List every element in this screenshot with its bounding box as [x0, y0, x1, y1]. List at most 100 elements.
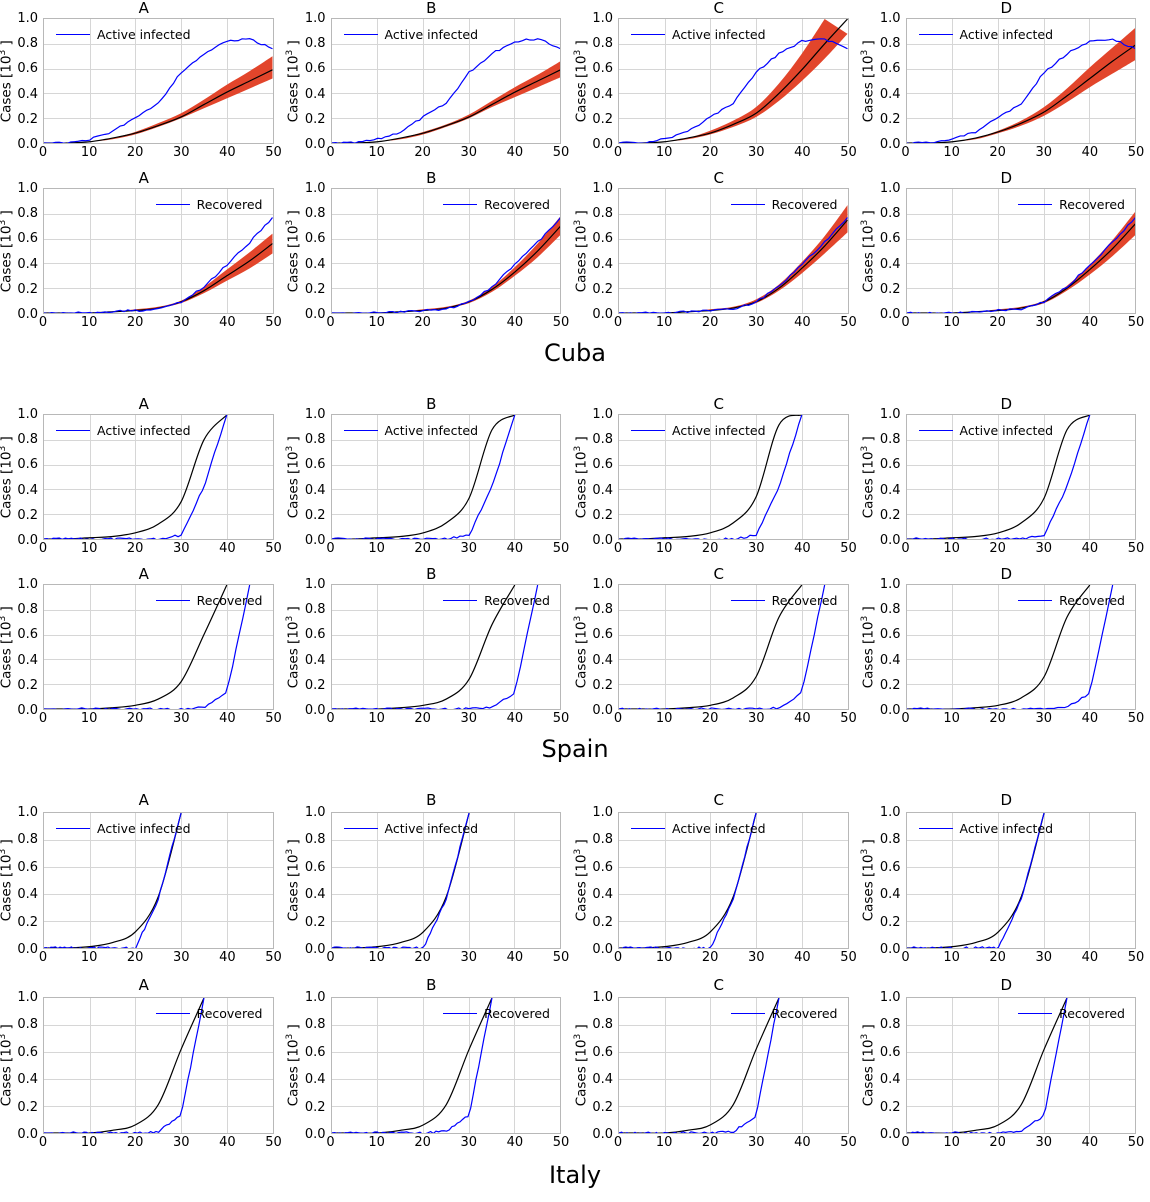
y-tick: 0.2	[292, 916, 326, 929]
y-tick: 0.2	[292, 283, 326, 296]
x-tick: 50	[553, 1136, 570, 1149]
y-tick: 0.4	[867, 484, 901, 497]
model-median-line	[332, 813, 469, 948]
x-tick: 0	[39, 712, 47, 725]
x-tick: 50	[265, 146, 282, 159]
y-tick: 0.8	[4, 433, 38, 446]
x-tick: 30	[1036, 951, 1053, 964]
y-tick: 0.2	[4, 679, 38, 692]
y-tick: 0.0	[867, 943, 901, 956]
y-tick: 0.0	[292, 1128, 326, 1141]
model-median-line	[619, 220, 848, 313]
panel-plot	[907, 585, 1136, 709]
x-tick: 50	[553, 712, 570, 725]
y-tick: 0.0	[867, 1128, 901, 1141]
x-tick: 30	[461, 146, 478, 159]
y-tick: 0.8	[579, 603, 613, 616]
x-tick: 10	[81, 316, 98, 329]
x-tick: 20	[702, 712, 719, 725]
uncertainty-band	[44, 234, 273, 313]
model-median-line	[907, 813, 1044, 948]
panel-plot	[907, 19, 1136, 143]
x-tick: 10	[368, 712, 385, 725]
x-tick: 50	[1128, 542, 1145, 555]
model-median-line	[619, 998, 779, 1133]
y-tick: 0.0	[579, 943, 613, 956]
x-tick: 30	[748, 951, 765, 964]
x-tick: 10	[943, 542, 960, 555]
panel-title: A	[0, 0, 288, 17]
block-spacer	[0, 380, 1150, 396]
panel-plot	[619, 19, 848, 143]
y-tick: 0.4	[4, 888, 38, 901]
y-tick: 0.6	[579, 458, 613, 471]
x-tick: 0	[901, 951, 909, 964]
plot-axes: Recovered	[618, 188, 849, 314]
x-tick: 0	[39, 146, 47, 159]
y-tick: 0.2	[579, 679, 613, 692]
y-tick: 0.0	[4, 943, 38, 956]
x-tick: 30	[748, 1136, 765, 1149]
y-tick: 0.2	[4, 283, 38, 296]
y-tick: 0.2	[867, 283, 901, 296]
y-tick: 1.0	[579, 182, 613, 195]
x-tick: 40	[219, 542, 236, 555]
y-tick: 0.4	[4, 88, 38, 101]
plot-axes: Recovered	[618, 584, 849, 710]
x-tick: 40	[507, 542, 524, 555]
y-tick: 0.8	[579, 37, 613, 50]
y-tick: 0.4	[292, 484, 326, 497]
y-tick: 0.0	[292, 534, 326, 547]
y-tick: 0.6	[867, 232, 901, 245]
y-tick: 0.2	[4, 113, 38, 126]
y-tick: 1.0	[292, 12, 326, 25]
x-tick: 30	[173, 146, 190, 159]
x-tick: 0	[326, 712, 334, 725]
block-spacer	[0, 1188, 1150, 1202]
y-tick: 1.0	[867, 806, 901, 819]
y-tick: 0.0	[292, 138, 326, 151]
panel-plot	[44, 189, 273, 313]
y-tick: 0.4	[579, 258, 613, 271]
y-tick: 0.4	[579, 888, 613, 901]
y-tick: 0.8	[4, 1018, 38, 1031]
x-tick: 20	[414, 316, 431, 329]
x-tick: 20	[127, 316, 144, 329]
x-tick: 40	[794, 712, 811, 725]
x-tick: 30	[748, 146, 765, 159]
y-tick: 0.4	[579, 484, 613, 497]
plot-axes: Active infected	[906, 18, 1137, 144]
x-tick: 10	[368, 316, 385, 329]
x-tick: 0	[39, 1136, 47, 1149]
y-tick: 1.0	[867, 12, 901, 25]
y-tick: 0.4	[4, 258, 38, 271]
plot-axes: Recovered	[331, 188, 562, 314]
panel-plot	[332, 189, 561, 313]
y-tick: 1.0	[579, 991, 613, 1004]
y-tick: 0.0	[4, 1128, 38, 1141]
x-tick: 10	[81, 146, 98, 159]
x-tick: 0	[614, 146, 622, 159]
plot-axes: Active infected	[43, 812, 274, 949]
panel-title: B	[288, 0, 576, 17]
y-tick: 0.8	[292, 37, 326, 50]
y-tick: 0.0	[867, 704, 901, 717]
x-tick: 30	[173, 542, 190, 555]
y-tick: 0.0	[292, 943, 326, 956]
